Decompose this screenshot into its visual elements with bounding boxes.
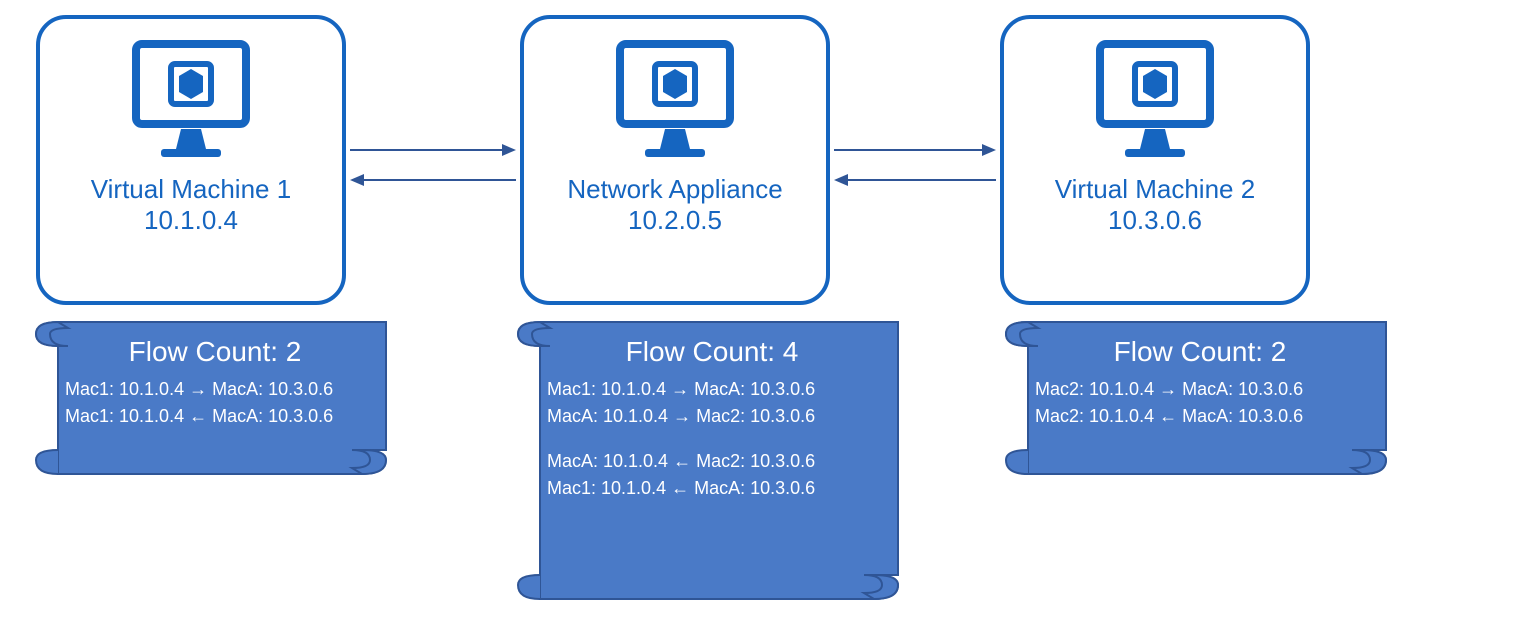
connector-arrows: [0, 0, 1524, 626]
